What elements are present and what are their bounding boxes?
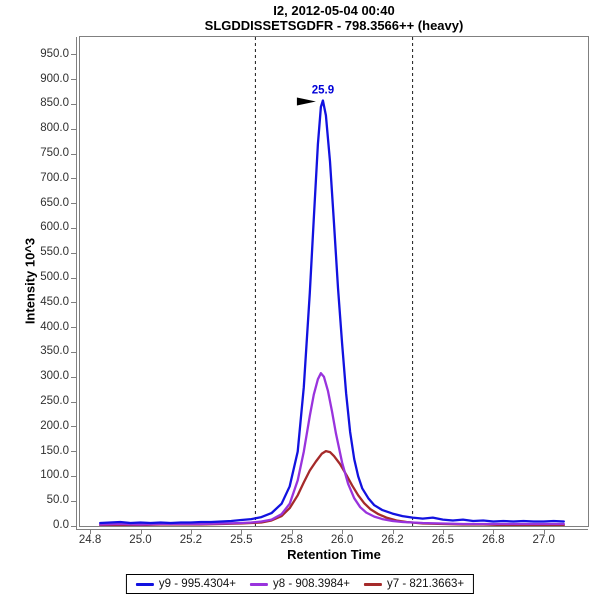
x-tick-label: 25.8 bbox=[280, 534, 303, 546]
x-tick-mark bbox=[140, 529, 142, 534]
y-tick-mark bbox=[71, 178, 76, 180]
y-tick-label: 300.0 bbox=[40, 370, 69, 383]
y-tick-mark bbox=[71, 54, 76, 56]
legend-item-y9: y9 - 995.4304+ bbox=[135, 578, 236, 590]
x-tick-mark bbox=[190, 529, 192, 534]
y-tick-mark bbox=[71, 475, 76, 477]
y-tick-label: 950.0 bbox=[40, 47, 69, 60]
y-tick-mark bbox=[71, 451, 76, 453]
y-tick-label: 150.0 bbox=[40, 444, 69, 457]
y-tick-label: 100.0 bbox=[40, 469, 69, 482]
y-tick-label: 700.0 bbox=[40, 171, 69, 184]
x-tick-label: 26.2 bbox=[381, 534, 404, 546]
legend-label-y8: y8 - 908.3984+ bbox=[272, 578, 351, 590]
y-tick-mark bbox=[71, 79, 76, 81]
x-tick-label: 26.0 bbox=[330, 534, 354, 546]
peak-rt-annotation[interactable]: 25.9 bbox=[312, 85, 334, 97]
y-tick-mark bbox=[71, 227, 76, 229]
y-tick-mark bbox=[71, 401, 76, 403]
x-tick-label: 25.2 bbox=[179, 534, 203, 546]
y-tick-mark bbox=[71, 351, 76, 353]
x-tick-mark bbox=[392, 529, 394, 534]
y-tick-mark bbox=[71, 128, 76, 130]
y-tick-mark bbox=[71, 302, 76, 304]
x-axis-title: Retention Time bbox=[287, 547, 381, 562]
legend-line-swatch-y8 bbox=[249, 582, 268, 586]
y-tick-mark bbox=[71, 153, 76, 155]
legend-line-swatch-y7 bbox=[364, 582, 383, 586]
y-tick-label: 600.0 bbox=[40, 221, 69, 234]
y-tick-mark bbox=[71, 426, 76, 428]
y-tick-label: 850.0 bbox=[40, 97, 69, 110]
x-tick-mark bbox=[493, 529, 495, 534]
x-tick-mark bbox=[342, 529, 344, 534]
chromatogram-trace bbox=[99, 372, 565, 526]
y-tick-label: 350.0 bbox=[40, 345, 69, 358]
x-tick-mark bbox=[442, 529, 444, 534]
x-tick-mark bbox=[543, 529, 545, 534]
y-tick-mark bbox=[71, 525, 76, 527]
y-tick-label: 50.0 bbox=[46, 494, 69, 507]
y-tick-mark bbox=[71, 500, 76, 502]
chromatogram-trace bbox=[99, 449, 565, 526]
x-tick-label: 25.0 bbox=[129, 534, 152, 546]
y-tick-label: 900.0 bbox=[40, 72, 69, 85]
y-tick-label: 550.0 bbox=[40, 246, 69, 259]
legend: y9 - 995.4304+ y8 - 908.3984+ y7 - 821.3… bbox=[125, 574, 475, 594]
chart-subtitle: SLGDDISSETSGDFR - 798.3566++ (heavy) bbox=[204, 18, 464, 33]
y-tick-label: 650.0 bbox=[40, 196, 69, 209]
y-tick-mark bbox=[71, 277, 76, 279]
y-tick-mark bbox=[71, 376, 76, 378]
x-tick-mark bbox=[241, 529, 243, 534]
y-tick-label: 0.0 bbox=[53, 519, 69, 531]
x-tick-label: 27.0 bbox=[532, 534, 555, 546]
chromatogram-trace bbox=[99, 99, 565, 525]
legend-item-y7: y7 - 821.3663+ bbox=[364, 578, 464, 590]
y-tick-mark bbox=[71, 252, 76, 254]
y-tick-label: 450.0 bbox=[40, 295, 69, 308]
x-tick-mark bbox=[90, 529, 92, 534]
y-tick-label: 500.0 bbox=[40, 271, 69, 283]
y-axis-line bbox=[76, 37, 77, 530]
chart-title: I2, 2012-05-04 00:40 bbox=[273, 3, 395, 18]
legend-item-y8: y8 - 908.3984+ bbox=[249, 578, 351, 590]
x-tick-mark bbox=[291, 529, 293, 534]
chromatogram-svg: 25.9 bbox=[99, 37, 565, 526]
x-tick-label: 25.5 bbox=[230, 534, 253, 546]
y-tick-label: 250.0 bbox=[40, 395, 69, 407]
y-tick-mark bbox=[71, 327, 76, 329]
x-tick-label: 26.5 bbox=[431, 534, 455, 546]
y-tick-label: 800.0 bbox=[40, 122, 69, 135]
y-tick-mark bbox=[71, 103, 76, 105]
y-tick-mark bbox=[71, 203, 76, 205]
y-tick-label: 400.0 bbox=[40, 320, 69, 333]
x-tick-label: 26.8 bbox=[482, 534, 505, 546]
x-axis-line bbox=[76, 529, 588, 530]
y-tick-label: 750.0 bbox=[40, 147, 69, 159]
legend-label-y9: y9 - 995.4304+ bbox=[158, 578, 236, 590]
legend-label-y7: y7 - 821.3663+ bbox=[387, 578, 465, 590]
legend-line-swatch-y9 bbox=[135, 582, 154, 586]
peak-id-arrow-icon[interactable] bbox=[296, 97, 316, 106]
y-tick-label: 200.0 bbox=[40, 419, 69, 432]
plot-area[interactable]: 25.9 bbox=[79, 36, 589, 527]
x-tick-label: 24.8 bbox=[78, 534, 102, 546]
